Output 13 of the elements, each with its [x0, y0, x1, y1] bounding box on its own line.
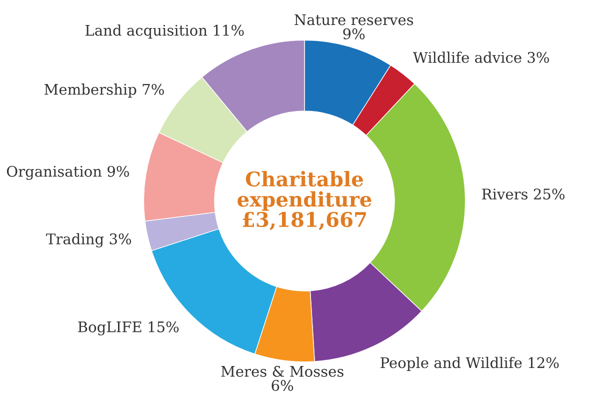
slice-label: Organisation 9%: [6, 166, 129, 180]
text: Charitable expenditure £3,181,667: [238, 171, 372, 230]
slice-label: People and Wildlife 12%: [380, 356, 559, 372]
data-label: 9%: [343, 28, 365, 40]
slice-label: Wildlife advice 3%: [412, 52, 549, 63]
slice-label: Rivers 25%: [482, 188, 565, 200]
slice-label: Nature reserves: [294, 14, 414, 26]
slice-label: Membership 7%: [44, 84, 164, 98]
slice-label: Trading 3%: [46, 233, 132, 248]
slice-label: Land acquisition 11%: [86, 24, 244, 39]
slice-label: Meres & Mosses: [221, 366, 344, 377]
slice-label: BogLIFE 15%: [78, 321, 179, 336]
data-label: 6%: [272, 380, 294, 391]
